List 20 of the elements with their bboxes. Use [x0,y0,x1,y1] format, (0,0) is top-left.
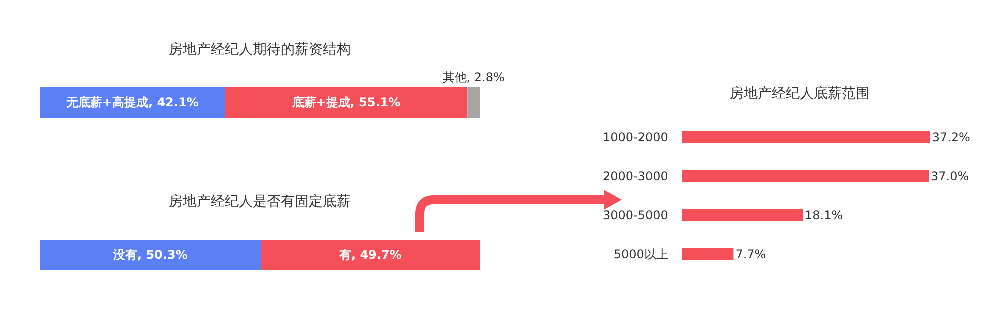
bar [682,132,930,144]
y-tick-label: 1000-2000 [602,130,668,144]
data-label: 没有, 50.3% [112,248,188,262]
data-label: 18.1% [805,208,844,222]
chart-title: 房地产经纪人期待的薪资结构 [169,42,351,58]
data-label: 无底薪+高提成, 42.1% [65,96,199,110]
data-label: 37.2% [932,130,970,144]
bar [682,170,930,182]
bar [682,248,734,260]
bar [682,210,804,222]
y-tick-label: 3000-5000 [602,208,668,222]
data-label: 底薪+提成, 55.1% [291,96,401,110]
data-label: 有, 49.7% [338,248,402,262]
chart-title: 房地产经纪人是否有固定底薪 [169,194,351,210]
y-tick-label: 5000以上 [614,248,668,262]
data-label: 37.0% [931,170,970,184]
chart-title: 房地产经纪人底薪范围 [730,86,870,102]
y-tick-label: 2000-3000 [602,170,668,184]
data-label: 其他, 2.8% [442,70,505,84]
data-label: 7.7% [736,248,766,262]
